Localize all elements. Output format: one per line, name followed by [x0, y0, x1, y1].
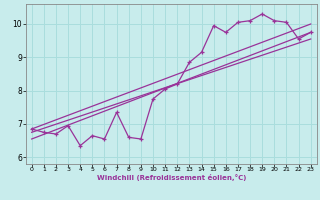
X-axis label: Windchill (Refroidissement éolien,°C): Windchill (Refroidissement éolien,°C) [97, 174, 246, 181]
